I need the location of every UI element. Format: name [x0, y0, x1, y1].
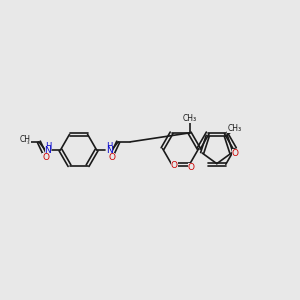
Text: N: N: [44, 146, 51, 155]
Text: H: H: [106, 142, 112, 151]
Text: O: O: [108, 153, 115, 162]
Text: CH₃: CH₃: [227, 124, 242, 133]
Text: H: H: [45, 142, 51, 151]
Text: O: O: [232, 149, 239, 158]
Text: ₃: ₃: [27, 140, 30, 146]
Text: O: O: [42, 153, 49, 162]
Text: O: O: [188, 163, 195, 172]
Text: CH: CH: [20, 135, 31, 144]
Text: O: O: [171, 161, 178, 170]
Text: N: N: [106, 146, 112, 155]
Text: CH₃: CH₃: [183, 114, 197, 123]
